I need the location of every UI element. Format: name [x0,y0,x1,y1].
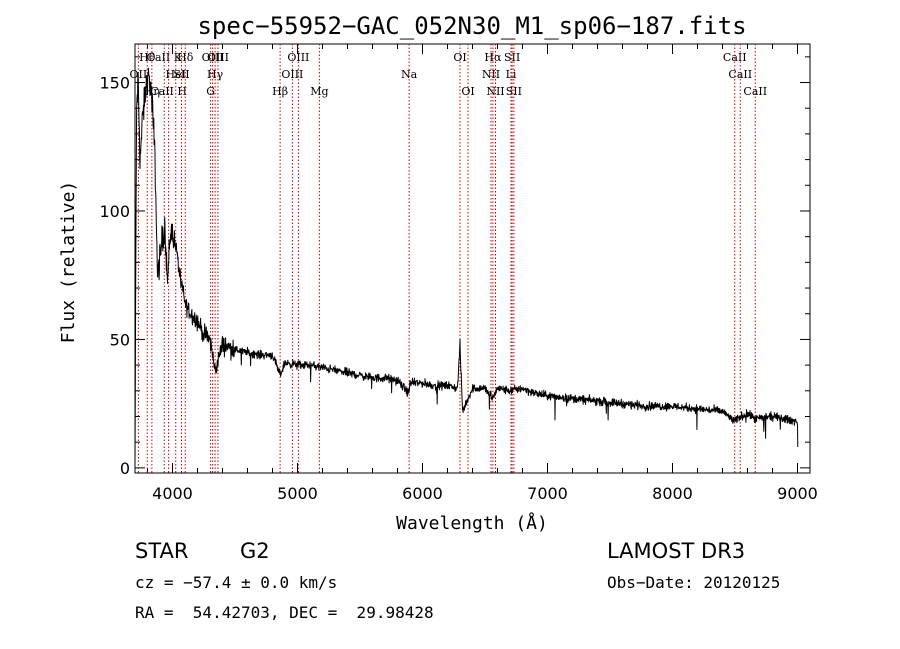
x-tick-label: 5000 [277,484,318,503]
reference-line-label: Hδ [177,51,194,64]
x-axis-label: Wavelength (Å) [396,512,548,534]
reference-line-label: CaII [743,85,767,98]
redshift-readout: cz = −57.4 ± 0.0 km/s [135,573,338,592]
reference-line-label: NII [486,85,504,98]
x-tick-label: 8000 [652,484,693,503]
reference-line-label: CaII [723,51,747,64]
x-tick-label: 7000 [527,484,568,503]
reference-line-label: CaII K [147,51,183,64]
series [134,67,799,464]
survey-label: LAMOST DR3 [607,539,746,563]
reference-line-label: Li [506,68,517,81]
reference-line-label: NII [482,68,500,81]
coordinates: RA = 54.42703, DEC = 29.98428 [135,603,434,622]
y-tick-label: 150 [99,74,130,93]
reference-line-label: OI [453,51,466,64]
spectrum-line [134,67,799,464]
reference-line-label: OIII [202,51,224,64]
reference-line-label: HeI [166,68,186,81]
reference-line-label: OIII [207,51,229,64]
reference-line-label: Mg [310,85,328,98]
reference-line-label: G [206,85,215,98]
object-class: STAR [135,539,189,563]
reference-line-label: OI [461,85,474,98]
reference-line-label: Na [401,68,418,81]
reference-line-label: SII [173,68,189,81]
axes: 4000 5000 6000 7000 8000 9000 0 50 100 150 [99,43,818,503]
object-subclass: G2 [240,539,270,563]
y-tick-label: 0 [120,459,130,478]
reference-line-label: SII [506,85,522,98]
x-tick-label: 6000 [402,484,443,503]
reference-line-label: SII [504,51,520,64]
reference-line-label: Hα [484,51,502,64]
reference-line-label: OIII [287,51,309,64]
reference-line-label: Hβ [272,85,288,98]
reference-line-label: CaII [728,68,752,81]
x-tick-label: 4000 [152,484,193,503]
x-tick-label: 9000 [777,484,818,503]
obs-date: Obs−Date: 20120125 [607,573,781,592]
reference-line-label: CaII H [150,85,187,98]
y-axis-label: Flux (relative) [58,181,79,344]
chart-title: spec−55952−GAC_052N30_M1_sp06−187.fits [197,12,746,40]
reference-line-label: Hγ [207,68,224,81]
y-tick-label: 50 [110,330,130,349]
y-tick-label: 100 [99,202,130,221]
reference-line-label: Hθ [139,51,156,64]
reference-line-label: OIII [281,68,303,81]
